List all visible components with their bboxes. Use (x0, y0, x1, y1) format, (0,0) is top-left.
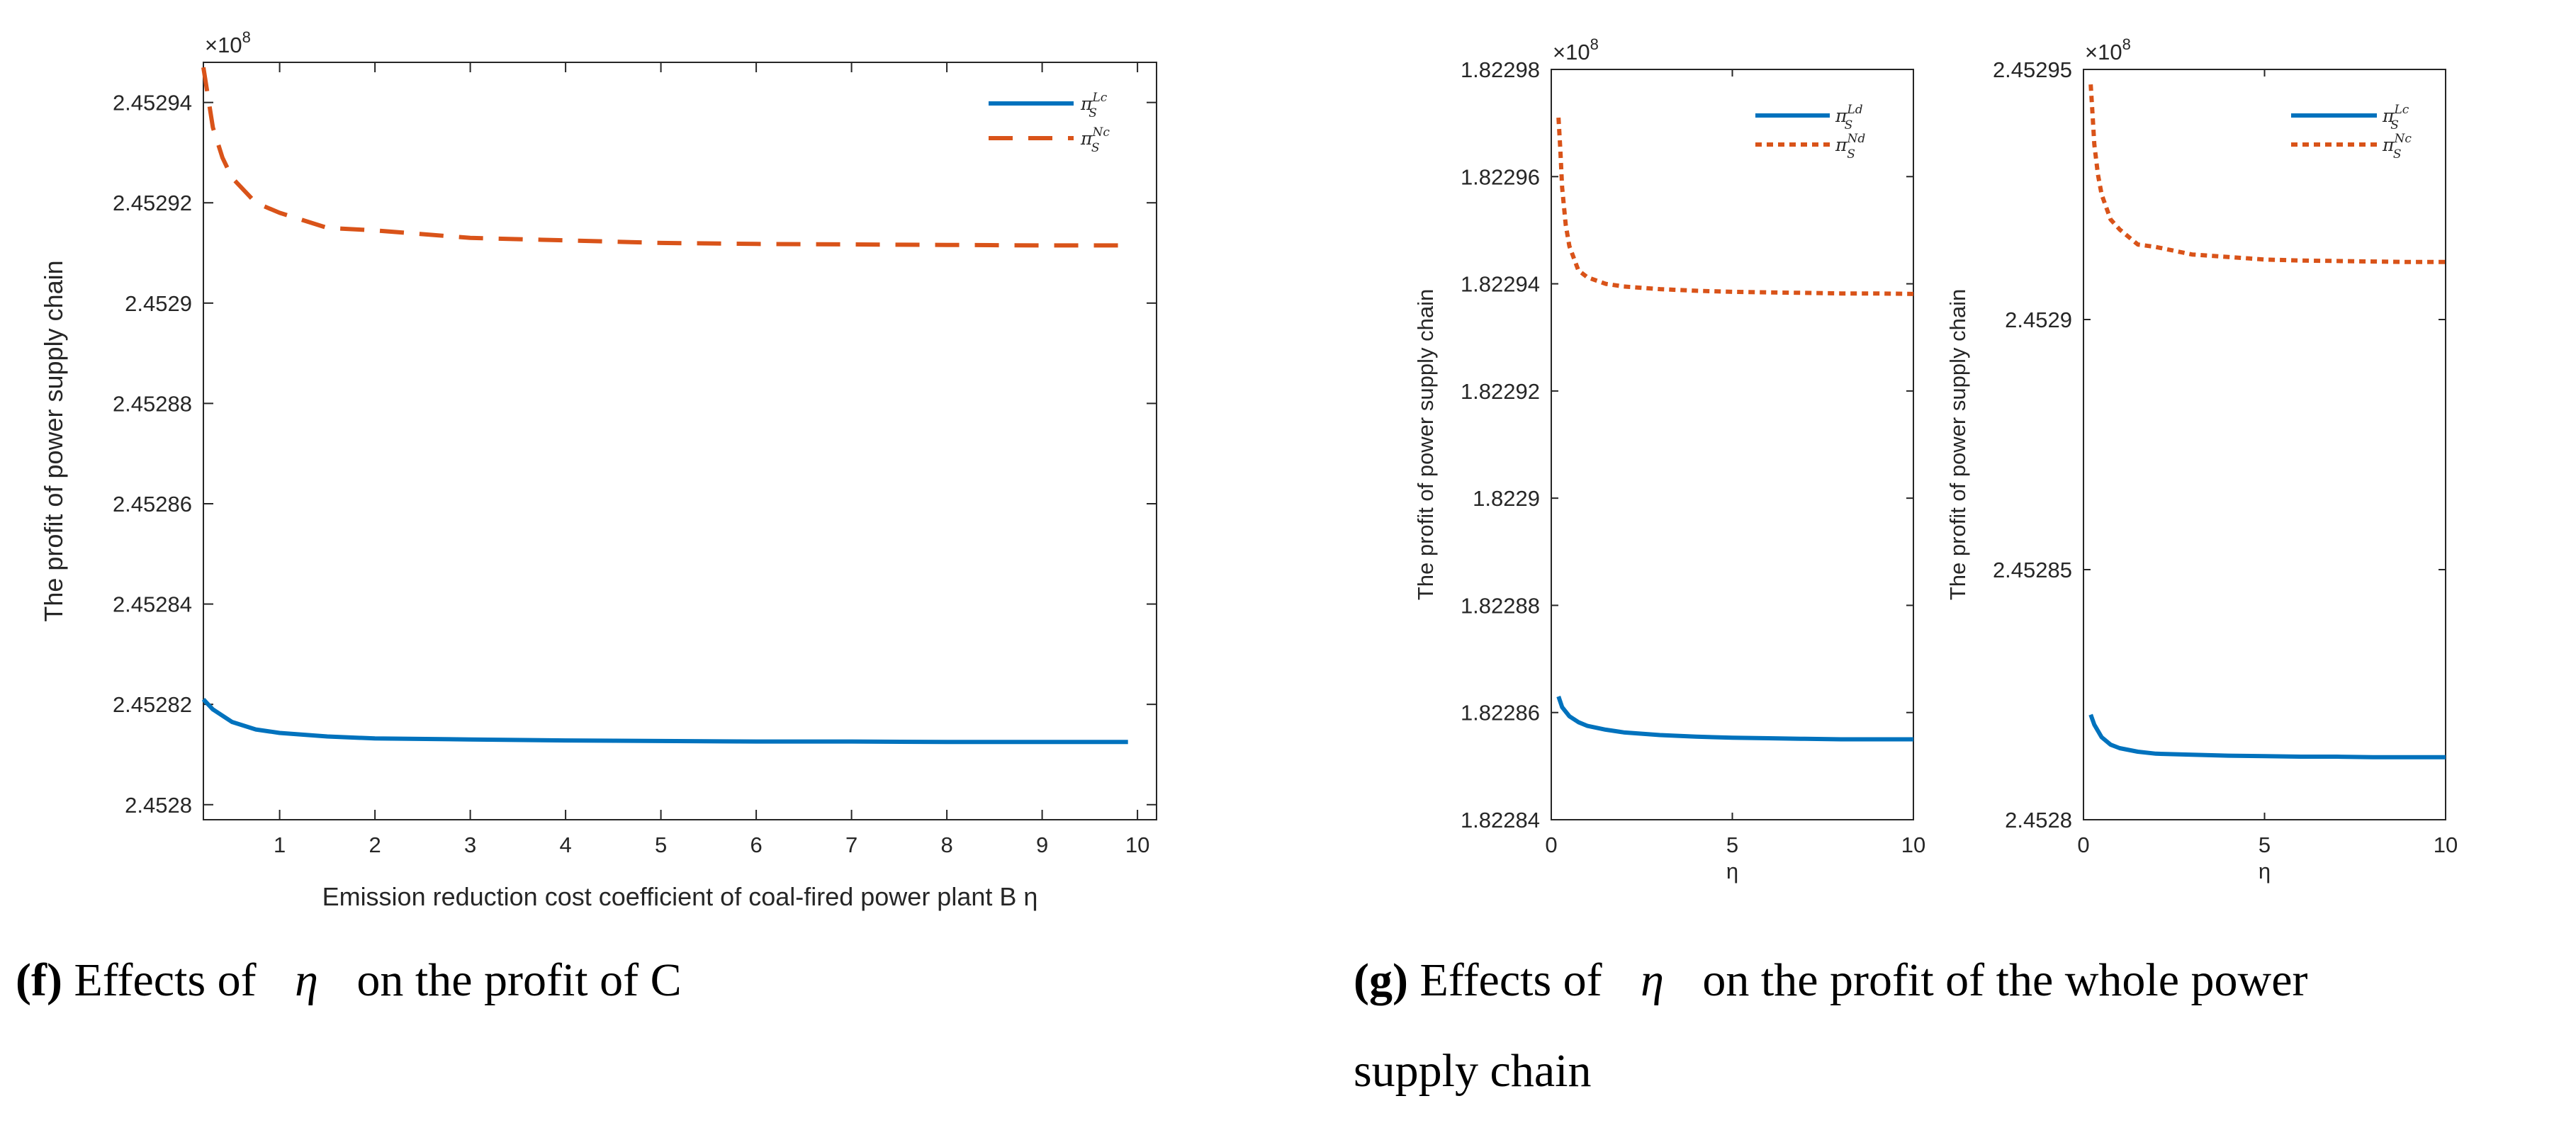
y-axis-label: The profit of power supply chain (1413, 289, 1438, 600)
y-tick-label: 2.4529 (2005, 307, 2072, 332)
x-tick-label: 5 (1726, 832, 1738, 857)
x-tick-label: 4 (559, 832, 571, 857)
caption-g-eta: η (1641, 954, 1664, 1006)
legend-sub: S (1845, 118, 1853, 132)
svg-text:(g) Effects of η on the profit: (g) Effects of η on the profit of the wh… (1354, 954, 2308, 1006)
x-tick-label: 0 (1545, 832, 1557, 857)
exponent-label: ×108 (1553, 35, 1599, 64)
y-tick-label: 1.82288 (1461, 593, 1540, 618)
x-tick-label: 10 (2434, 832, 2458, 857)
caption-f-label: (f) (16, 954, 62, 1006)
chart-g-left: 0 5 10 1.82284 1.82286 1.82288 1.8229 1.82292 1.… (1413, 35, 1925, 883)
y-tick-label: 2.4529 (125, 291, 192, 316)
y-tick-label: 2.45285 (1993, 558, 2072, 582)
y-tick-label: 2.45295 (1993, 57, 2072, 82)
y-tick-label: 1.82292 (1461, 379, 1540, 404)
series-line-Nc (201, 67, 1128, 248)
legend-sub: S (1091, 141, 1100, 155)
y-tick-label: 2.45284 (113, 592, 192, 617)
exponent-power: 8 (242, 28, 251, 46)
caption-g-label: (g) (1354, 954, 1408, 1006)
legend-sup: Ld (1846, 103, 1862, 117)
y-tick-label: 2.45288 (113, 391, 192, 416)
y-axis-label: The profit of power supply chain (1945, 289, 1970, 600)
legend-sup: Nc (1091, 125, 1110, 140)
x-tick-label: 2 (369, 832, 381, 857)
axes-box (2083, 69, 2446, 820)
x-tick-label: 0 (2077, 832, 2089, 857)
caption-f-eta: η (295, 954, 318, 1006)
exponent-label: ×108 (205, 28, 251, 57)
legend-label-Lc: πLc S (1080, 91, 1108, 120)
legend-label-Nd: πNd S (1835, 132, 1865, 162)
x-tick-label: 10 (1125, 832, 1149, 857)
x-tick-label: 1 (274, 832, 286, 857)
legend-sup: Lc (2393, 103, 2409, 117)
chart-g-right: 0 5 10 2.4528 2.45285 2.4529 2.45295 ×108 η The p… (1945, 35, 2458, 883)
series-line-Ld (1556, 696, 1913, 742)
series-line-Nd (1556, 117, 1914, 296)
caption-f: (f) Effects of η on the profit of C (16, 954, 682, 1006)
caption-g-before: Effects of (1408, 954, 1614, 1006)
y-axis-label: The profit of power supply chain (39, 260, 68, 621)
legend-sub: S (1089, 106, 1097, 120)
x-axis-label: η (1726, 859, 1738, 883)
y-tick-label: 1.82296 (1461, 164, 1540, 189)
legend-label-Nc: πNc S (1080, 125, 1110, 155)
y-tick-label: 2.4528 (2005, 808, 2072, 832)
legend-sup: Nd (1846, 132, 1865, 146)
legend-sub: S (2393, 147, 2402, 162)
x-tick-label: 5 (655, 832, 667, 857)
x-tick-label: 5 (2259, 832, 2271, 857)
legend-sup: Lc (1091, 91, 1107, 105)
y-tick-label: 2.45294 (113, 91, 192, 115)
caption-f-after: on the profit of C (345, 954, 682, 1006)
axes-box (203, 62, 1157, 820)
y-tick-label: 1.82284 (1461, 808, 1540, 832)
legend-sub: S (1847, 147, 1855, 162)
y-tick-label: 2.45286 (113, 492, 192, 516)
exponent-label: ×108 (2085, 35, 2131, 64)
caption-f-before: Effects of (62, 954, 268, 1006)
y-tick-label: 1.82286 (1461, 701, 1540, 725)
y-tick-label: 1.8229 (1473, 486, 1540, 511)
caption-g-after: on the profit of the whole power (1691, 954, 2308, 1006)
x-tick-label: 10 (1901, 832, 1925, 857)
x-axis-label: η (2259, 859, 2271, 883)
legend-sub: S (2390, 118, 2399, 132)
y-tick-label: 1.82298 (1461, 57, 1540, 82)
y-tick-label: 2.4528 (125, 793, 192, 818)
series-line-Lc (2088, 713, 2446, 760)
legend-label-Ld: πLd S (1835, 103, 1863, 132)
x-axis-label: Emission reduction cost coefficient of c… (322, 882, 1038, 911)
exponent-power: 8 (2122, 35, 2131, 53)
chart-f: 1 2 3 4 5 6 7 8 9 10 2.4528 2.45282 2.45284 2.45286 2.… (39, 28, 1157, 911)
caption-g: (g) Effects of η on the profit of the wh… (1354, 954, 2308, 1097)
x-tick-label: 7 (845, 832, 857, 857)
svg-text:(f) Effects of η on the profit: (f) Effects of η on the profit of C (16, 954, 682, 1006)
series-line-Lc (201, 698, 1128, 745)
y-tick-label: 2.45292 (113, 191, 192, 215)
caption-g-line2: supply chain (1354, 1045, 1591, 1097)
y-tick-label: 2.45282 (113, 692, 192, 717)
x-tick-label: 6 (750, 832, 762, 857)
legend-label-Nc: πNc S (2382, 132, 2412, 162)
series-line-Nc (2088, 84, 2446, 264)
x-tick-label: 3 (464, 832, 476, 857)
x-tick-label: 9 (1036, 832, 1048, 857)
legend-label-Lc: πLc S (2382, 103, 2409, 132)
legend-sup: Nc (2393, 132, 2412, 146)
x-tick-label: 8 (940, 832, 952, 857)
axes-box (1551, 69, 1914, 820)
exponent-power: 8 (1590, 35, 1599, 53)
y-tick-label: 1.82294 (1461, 272, 1540, 297)
